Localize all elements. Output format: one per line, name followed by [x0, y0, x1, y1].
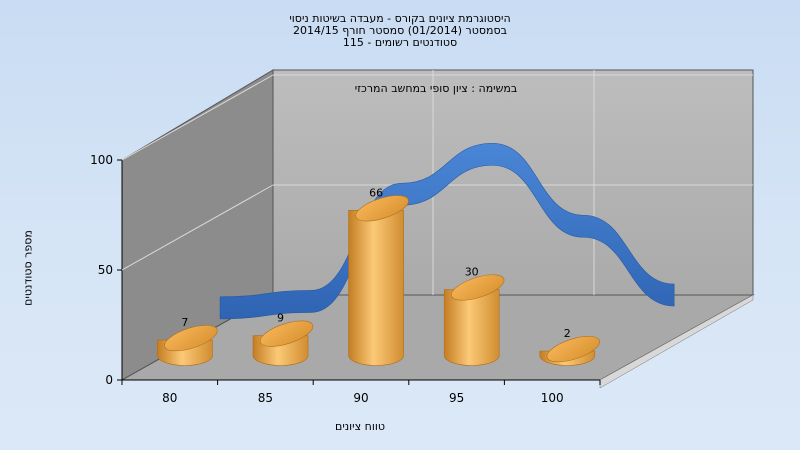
bar-value-label: 7: [181, 316, 188, 329]
bar-value-label: 9: [277, 312, 284, 325]
x-axis-label: טווח ציונים: [335, 420, 385, 433]
bar-top: [546, 336, 600, 363]
x-tick-label: 90: [353, 391, 368, 405]
bar-value-label: 2: [564, 327, 571, 340]
chart-annotation: במשימה : ציון סופי במחשב המרכזי: [355, 82, 518, 95]
bar-top: [164, 325, 218, 352]
y-axis-label: מספר סטודנטים: [21, 230, 35, 306]
floor-edge: [599, 294, 754, 389]
y-tick-label: 100: [90, 153, 113, 167]
bar: [348, 210, 404, 366]
x-tick-label: 80: [162, 391, 177, 405]
x-tick-label: 95: [449, 391, 464, 405]
chart-title-line3: 115 - סטודנטים רשומים: [342, 36, 458, 49]
bar-value-label: 30: [465, 266, 479, 279]
y-tick-label: 50: [98, 263, 113, 277]
bar-value-label: 66: [369, 186, 383, 199]
bar-top: [451, 274, 505, 301]
grid-line-side: [121, 184, 274, 271]
bar: [443, 289, 500, 366]
x-tick-label: 85: [258, 391, 273, 405]
chart-title-line1: היסטוגרמת ציונים בקורס - מעבדה בשיטות ני…: [289, 12, 511, 25]
grid-line-side: [121, 74, 274, 161]
bar-top: [259, 320, 314, 347]
chart-title-line2: בסמסטר (01/2014) סמסטר חורף 2014/15: [293, 24, 507, 37]
x-tick-label: 100: [541, 391, 564, 405]
bar-top: [355, 195, 409, 222]
y-tick-label: 0: [105, 373, 113, 387]
